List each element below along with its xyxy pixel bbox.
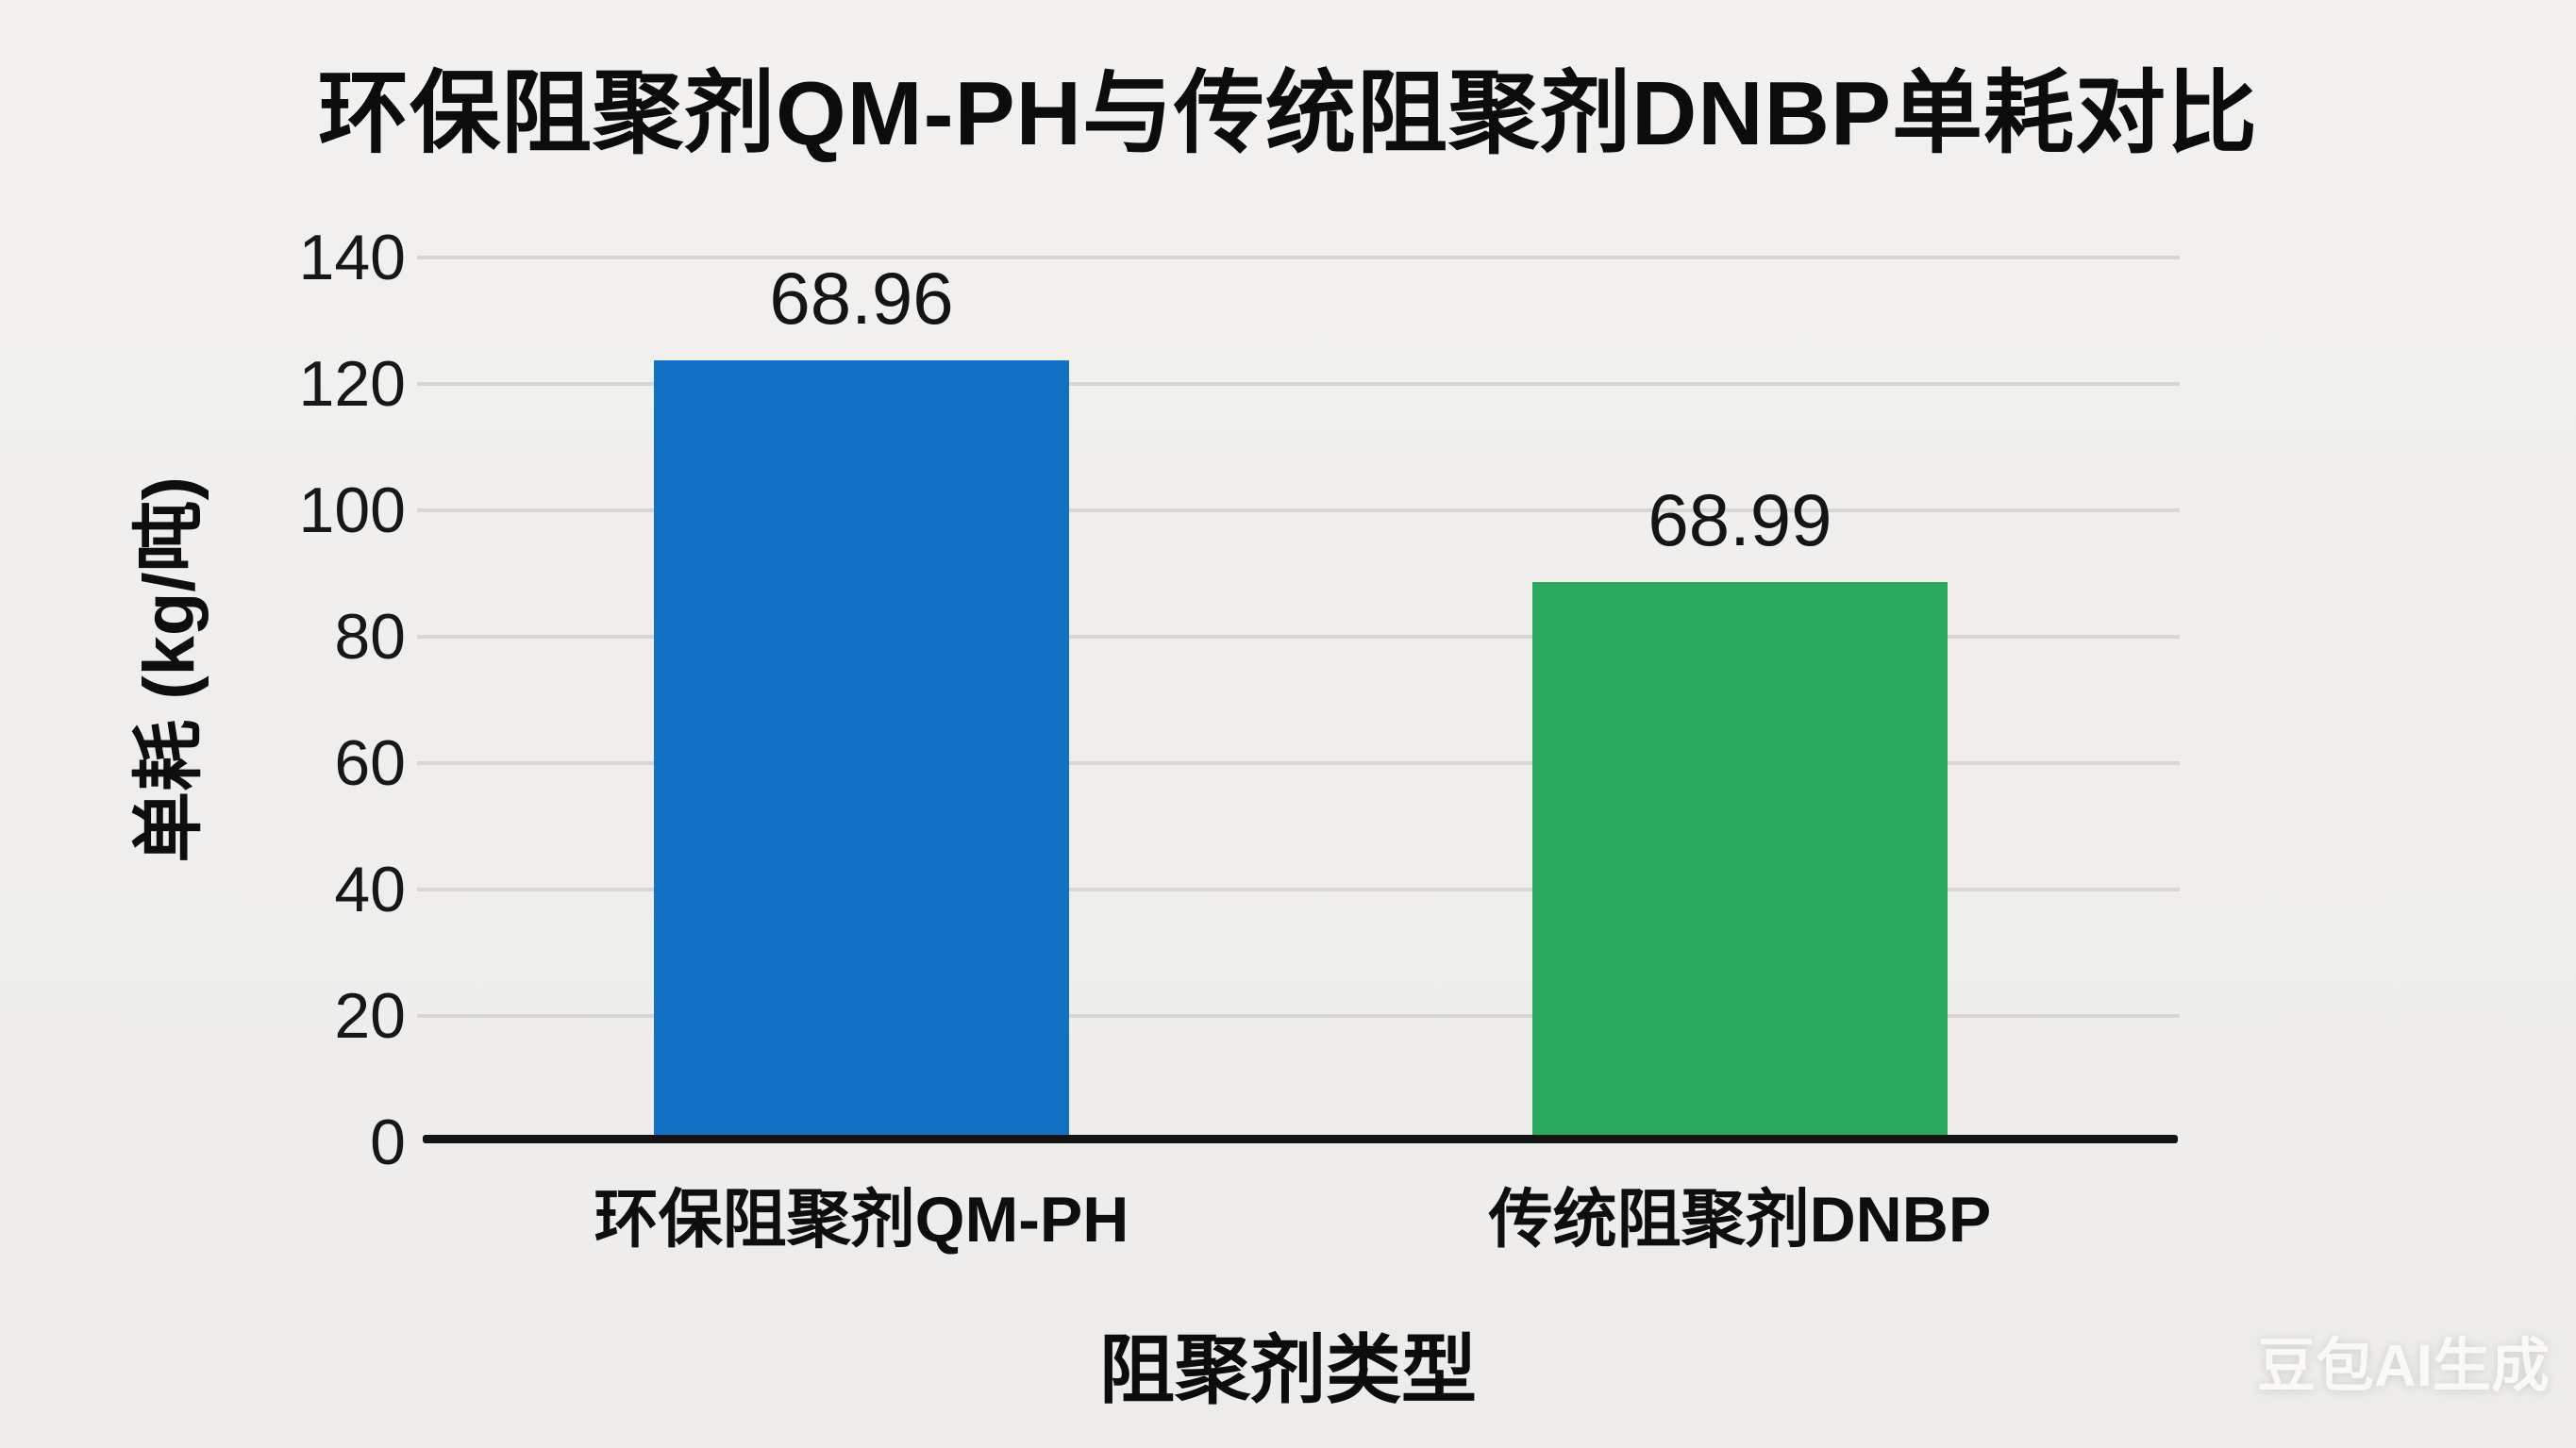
chart-title: 环保阻聚剂QM-PH与传统阻聚剂DNBP单耗对比 (318, 63, 2258, 164)
gridline-120 (417, 382, 2180, 386)
gridline-100 (417, 508, 2180, 512)
x-tick-label-dnbp: 传统阻聚剂DNBP (1488, 1184, 1992, 1256)
gridline-60 (417, 761, 2180, 765)
y-tick-label-120: 120 (298, 348, 406, 420)
y-tick-label-60: 60 (334, 727, 406, 799)
y-tick-label-100: 100 (298, 474, 406, 546)
y-tick-label-20: 20 (334, 980, 406, 1052)
y-tick-label-0: 0 (370, 1107, 406, 1178)
gridline-80 (417, 635, 2180, 639)
gridline-140 (417, 256, 2180, 259)
bar-value-label: 68.96 (769, 256, 954, 340)
bar-dnbp (1531, 581, 1948, 1140)
plot-area (417, 256, 2180, 1142)
bar-value-label: 68.99 (1648, 477, 1832, 561)
gridline-40 (417, 888, 2180, 891)
y-tick-label-140: 140 (298, 222, 406, 293)
x-axis-title: 阻聚剂类型 (1099, 1328, 1477, 1412)
x-axis-line (423, 1135, 2178, 1143)
gridline-20 (417, 1014, 2180, 1018)
x-tick-label-qm-ph: 环保阻聚剂QM-PH (594, 1184, 1129, 1256)
ai-watermark: 豆包AI生成 (2256, 1334, 2550, 1399)
y-tick-label-80: 80 (334, 601, 406, 673)
y-tick-label-40: 40 (334, 854, 406, 925)
bar-qm-ph (654, 359, 1069, 1140)
